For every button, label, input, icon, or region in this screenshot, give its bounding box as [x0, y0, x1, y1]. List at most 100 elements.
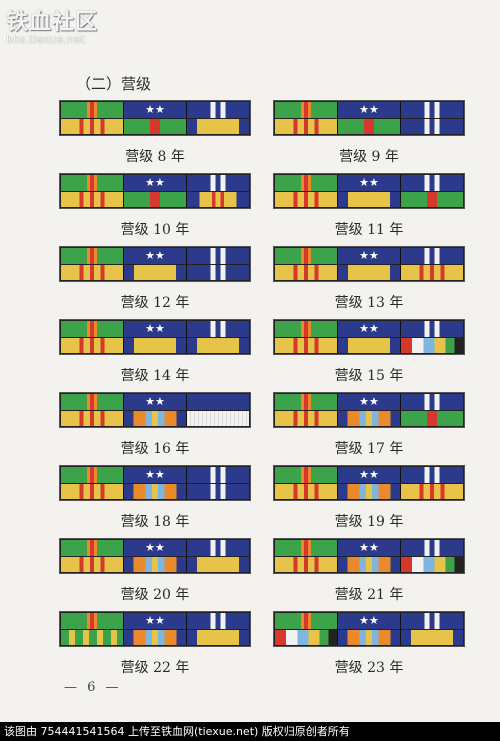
ribbon-top-half: [401, 394, 463, 411]
ribbon-bottom-half: [338, 264, 400, 280]
ribbon-segment: [61, 394, 124, 426]
ribbon-top-half: [61, 540, 123, 557]
ribbon-bottom-half: [61, 629, 123, 645]
ribbon-bottom-half: [338, 483, 400, 499]
ribbon-top-half: [61, 175, 123, 192]
medal-entry: ★★ 营级 9 年: [274, 101, 464, 165]
ribbon-segment: ★★: [124, 175, 187, 207]
medal-label: 营级 9 年: [339, 149, 399, 165]
watermark-url: bbs.tiexue.net: [6, 33, 85, 46]
medal-label: 营级 18 年: [120, 514, 190, 530]
star-icon-pair: ★★: [359, 322, 379, 336]
ribbon-segment: [401, 248, 463, 280]
ribbon-top-half: [401, 102, 463, 119]
medal-label: 营级 10 年: [120, 222, 190, 238]
ribbon-segment: [187, 248, 249, 280]
ribbon-top-half: [187, 321, 249, 338]
ribbon-segment: ★★: [338, 540, 401, 572]
ribbon-bar: ★★: [60, 247, 250, 281]
ribbon-top-half: [275, 102, 337, 119]
ribbon-top-half: [275, 321, 337, 338]
ribbon-bottom-half: [338, 191, 400, 207]
star-icon-pair: ★★: [145, 322, 165, 336]
ribbon-top-half: [187, 175, 249, 192]
ribbon-segment: [187, 102, 249, 134]
ribbon-bottom-half: [187, 483, 249, 499]
medal-label: 营级 14 年: [120, 368, 190, 384]
ribbon-segment: [401, 175, 463, 207]
ribbon-bottom-half: [338, 410, 400, 426]
star-icon-pair: ★★: [145, 249, 165, 263]
ribbon-top-half: [61, 321, 123, 338]
star-icon-pair: ★★: [145, 176, 165, 190]
ribbon-bottom-half: [275, 264, 337, 280]
medal-label: 营级 21 年: [334, 587, 404, 603]
medal-label: 营级 16 年: [120, 441, 190, 457]
ribbon-segment: ★★: [338, 613, 401, 645]
medal-label: 营级 22 年: [120, 660, 190, 676]
medal-entry: ★★ 营级 19 年: [274, 466, 464, 530]
ribbon-segment: [275, 394, 338, 426]
medal-entry: ★★ 营级 20 年: [60, 539, 250, 603]
ribbon-segment: [275, 175, 338, 207]
ribbon-segment: [275, 248, 338, 280]
ribbon-bar: ★★: [60, 539, 250, 573]
ribbon-segment: [187, 321, 249, 353]
ribbon-top-half: ★★: [338, 321, 400, 338]
ribbon-top-half: [187, 102, 249, 119]
ribbon-bottom-half: [401, 264, 463, 280]
ribbon-segment: ★★: [338, 175, 401, 207]
ribbon-top-half: ★★: [124, 467, 186, 484]
ribbon-bar: ★★: [274, 247, 464, 281]
medal-entry: ★★ 营级 15 年: [274, 320, 464, 384]
ribbon-top-half: [401, 613, 463, 630]
ribbon-segment: ★★: [338, 394, 401, 426]
star-icon-pair: ★★: [359, 249, 379, 263]
ribbon-bar: ★★: [274, 466, 464, 500]
ribbon-segment: [275, 102, 338, 134]
ribbon-segment: [187, 175, 249, 207]
ribbon-bar: ★★: [60, 466, 250, 500]
medal-entry: ★★ 营级 8 年: [60, 101, 250, 165]
ribbon-segment: [275, 321, 338, 353]
ribbon-bottom-half: [401, 337, 463, 353]
ribbon-top-half: [187, 394, 249, 411]
medal-label: 营级 20 年: [120, 587, 190, 603]
ribbon-segment: [401, 321, 463, 353]
ribbon-top-half: ★★: [124, 321, 186, 338]
ribbon-bottom-half: [124, 556, 186, 572]
ribbon-segment: [187, 394, 249, 426]
ribbon-segment: ★★: [124, 394, 187, 426]
medal-label: 营级 17 年: [334, 441, 404, 457]
ribbon-top-half: ★★: [124, 540, 186, 557]
medal-entry: ★★ 营级 16 年: [60, 393, 250, 457]
ribbon-bottom-half: [275, 191, 337, 207]
ribbon-top-half: [187, 540, 249, 557]
ribbon-bottom-half: [187, 629, 249, 645]
ribbon-bottom-half: [275, 337, 337, 353]
ribbon-segment: [61, 540, 124, 572]
medal-label: 营级 11 年: [334, 222, 404, 238]
medal-entry: ★★ 营级 22 年: [60, 612, 250, 676]
ribbon-bottom-half: [338, 629, 400, 645]
ribbon-bar: ★★: [60, 101, 250, 135]
medal-label: 营级 15 年: [334, 368, 404, 384]
ribbon-segment: [401, 613, 463, 645]
ribbon-segment: [275, 540, 338, 572]
ribbon-bottom-half: [61, 483, 123, 499]
ribbon-bottom-half: [124, 483, 186, 499]
star-icon-pair: ★★: [145, 468, 165, 482]
ribbon-bottom-half: [401, 118, 463, 134]
ribbon-bottom-half: [124, 264, 186, 280]
ribbon-segment: [275, 467, 338, 499]
ribbon-top-half: [187, 613, 249, 630]
ribbon-bottom-half: [61, 264, 123, 280]
star-icon-pair: ★★: [359, 103, 379, 117]
ribbon-top-half: [275, 540, 337, 557]
ribbon-bar: ★★: [274, 539, 464, 573]
medal-label: 营级 19 年: [334, 514, 404, 530]
medal-entry: ★★ 营级 13 年: [274, 247, 464, 311]
ribbon-top-half: ★★: [338, 467, 400, 484]
ribbon-bottom-half: [124, 410, 186, 426]
medal-entry: ★★ 营级 18 年: [60, 466, 250, 530]
